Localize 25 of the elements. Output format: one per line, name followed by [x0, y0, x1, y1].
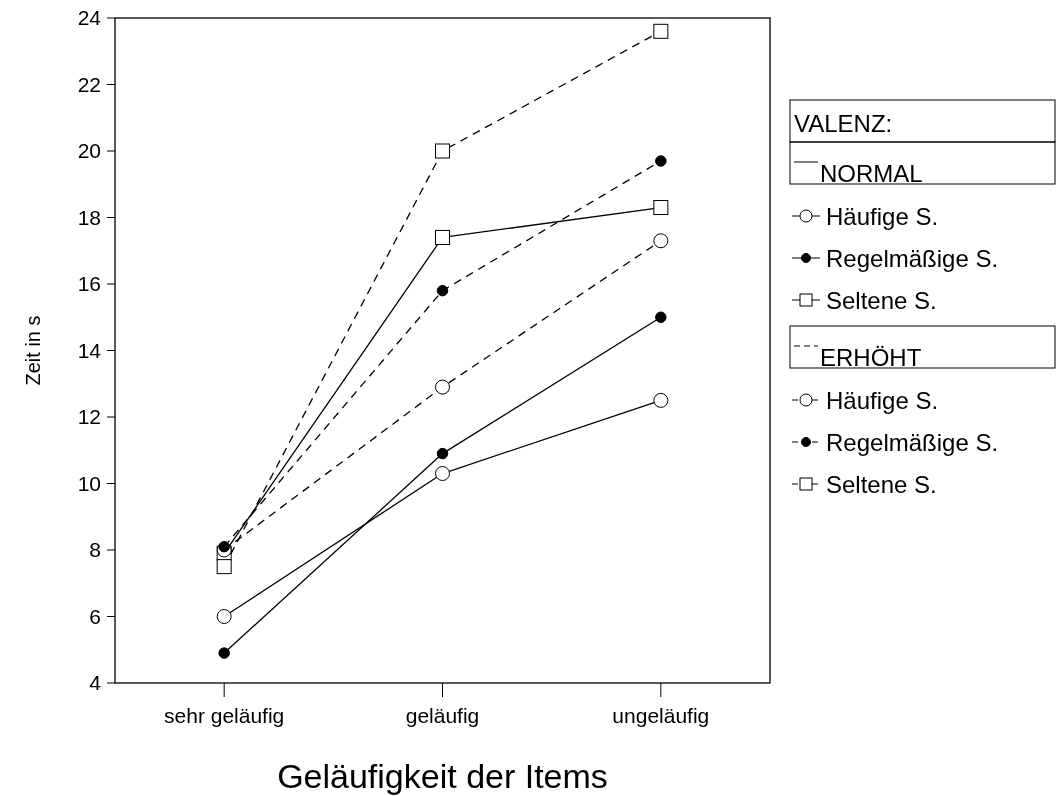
text: NORMAL — [820, 160, 923, 187]
x-tick-label: geläufig — [405, 704, 480, 727]
y-tick-label: 16 — [77, 272, 101, 296]
legend-label: Regelmäßige S. — [826, 245, 999, 272]
legend-label: Häufige S. — [826, 387, 939, 414]
y-axis-title: Zeit in s — [22, 315, 44, 386]
y-tick-label: 6 — [89, 604, 101, 628]
y-tick-label: 18 — [77, 205, 101, 229]
x-tick-label: ungeläufig — [612, 704, 710, 727]
legend-label: Seltene S. — [826, 287, 937, 314]
y-tick-label: 14 — [77, 338, 102, 362]
y-tick-label: 20 — [77, 139, 101, 163]
y-tick-label: 10 — [77, 471, 101, 495]
y-tick-label: 22 — [77, 72, 101, 96]
text: ERHÖHT — [820, 344, 922, 371]
legend-label: Regelmäßige S. — [826, 429, 999, 456]
legend-title: VALENZ: — [794, 110, 893, 137]
y-tick-label: 12 — [77, 405, 101, 429]
x-axis-title: Geläufigkeit der Items — [277, 757, 608, 795]
y-tick-label: 4 — [89, 671, 102, 695]
y-tick-label: 8 — [89, 538, 101, 562]
legend-label: Häufige S. — [826, 203, 939, 230]
y-tick-label: 24 — [77, 6, 102, 30]
x-tick-label: sehr geläufig — [164, 704, 285, 727]
legend-label: Seltene S. — [826, 471, 937, 498]
